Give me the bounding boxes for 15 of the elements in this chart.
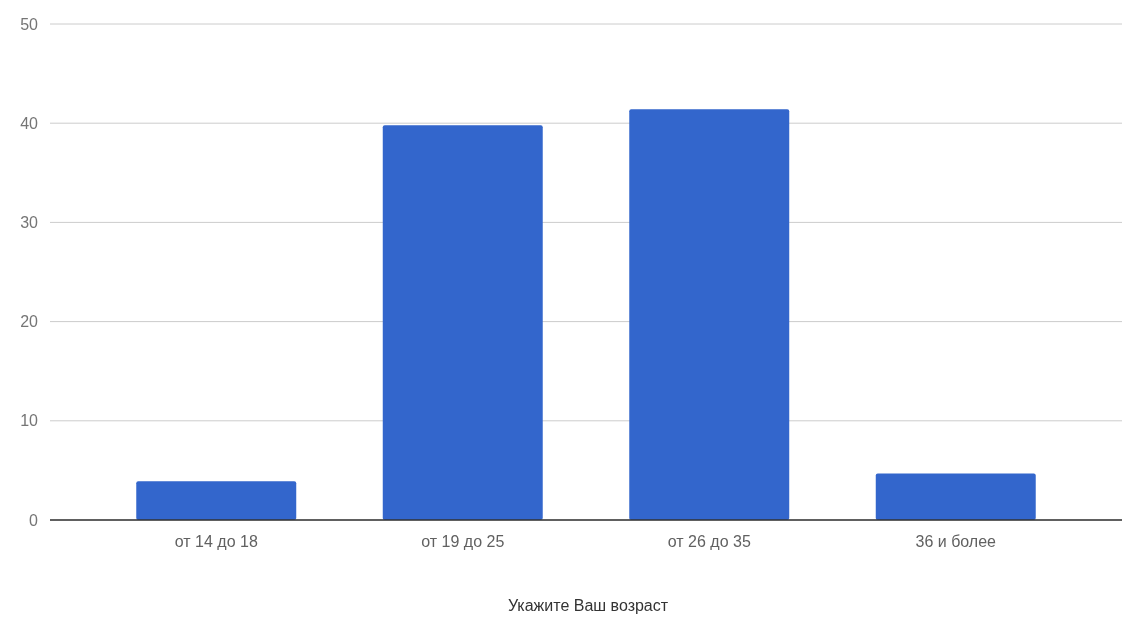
bar [382, 125, 543, 520]
y-tick-label: 40 [20, 114, 39, 132]
x-tick-label: от 14 до 18 [174, 533, 258, 551]
x-tick-label: от 26 до 35 [667, 533, 751, 551]
bar [629, 109, 790, 520]
x-tick-label: 36 и более [915, 533, 997, 551]
x-tick-label: от 19 до 25 [421, 533, 505, 551]
bar [875, 473, 1036, 520]
y-tick-label: 20 [20, 313, 39, 331]
y-tick-label: 30 [20, 214, 39, 232]
y-tick-label: 10 [20, 412, 39, 430]
y-tick-label: 50 [20, 15, 39, 33]
bar [136, 481, 297, 520]
x-axis-title: Укажите Ваш возраст [507, 597, 669, 614]
y-tick-label: 0 [29, 511, 39, 529]
